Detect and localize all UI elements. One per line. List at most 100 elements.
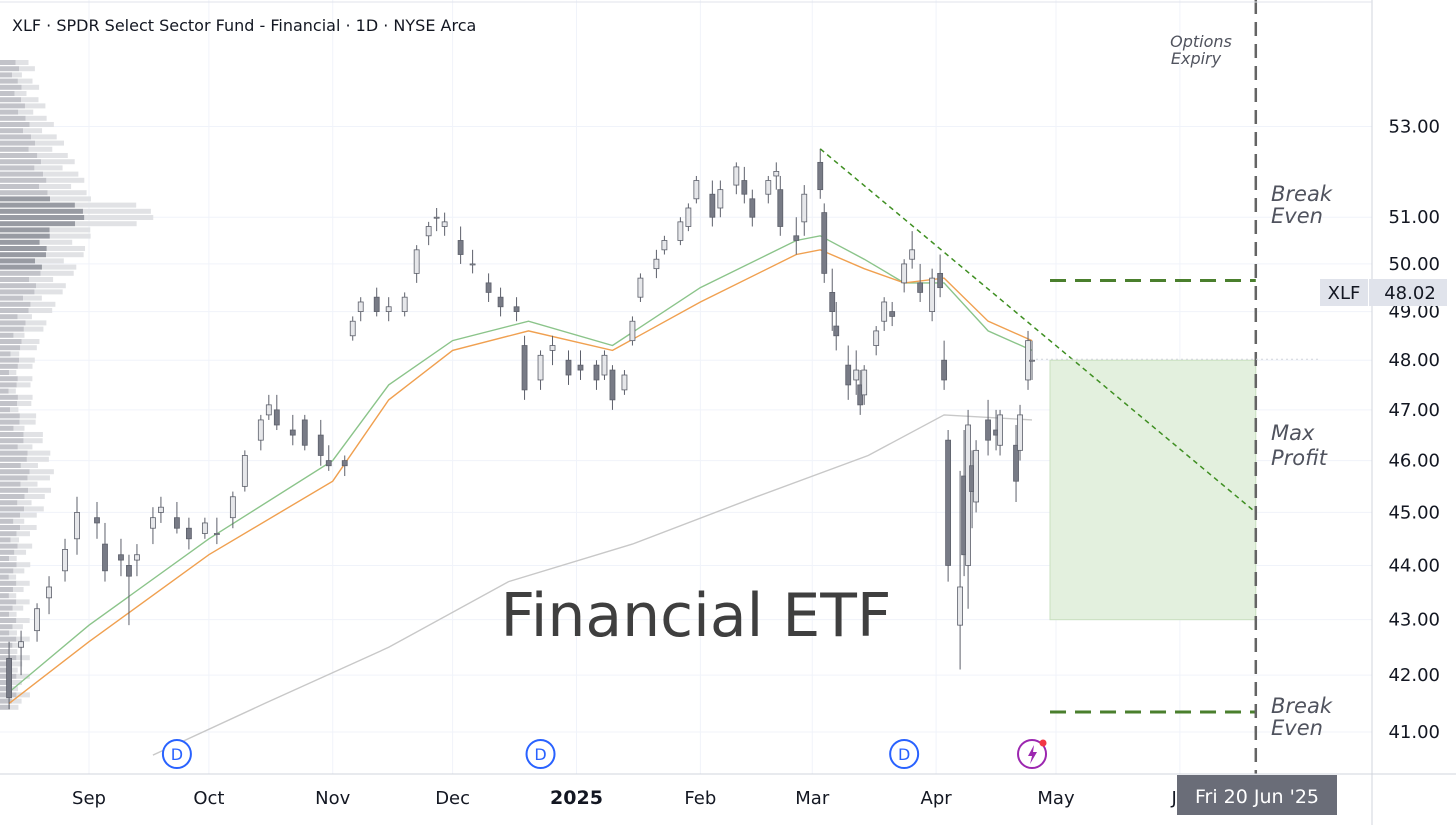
- volume-profile-bar: [0, 239, 40, 245]
- volume-profile-bar: [16, 580, 30, 586]
- volume-profile-bar: [0, 624, 13, 630]
- volume-profile-bar: [30, 301, 56, 307]
- volume-profile-bar: [20, 345, 37, 351]
- volume-profile-bar: [0, 438, 24, 444]
- volume-profile-bar: [0, 686, 10, 692]
- candle-body: [373, 296, 380, 312]
- volume-profile-bar: [0, 432, 24, 437]
- time-tick-label: Feb: [684, 788, 716, 809]
- volume-profile-bar: [26, 456, 49, 462]
- candle-body: [457, 240, 464, 255]
- volume-profile-bar: [0, 667, 10, 673]
- ticker-tag-text: XLF: [1328, 283, 1361, 304]
- price-tick-label: 50.00: [1388, 254, 1440, 275]
- volume-profile-bar: [0, 351, 11, 357]
- volume-profile-bar: [0, 562, 17, 568]
- candle-body: [777, 189, 784, 227]
- candle-body: [521, 345, 528, 391]
- volume-profile-bar: [19, 413, 37, 419]
- volume-profile-bar: [0, 208, 83, 214]
- candle-body: [741, 180, 748, 195]
- volume-profile-bar: [24, 103, 46, 109]
- resistance-trendline: [819, 148, 1257, 514]
- volume-profile-bar: [20, 481, 38, 487]
- volume-profile-bar: [17, 78, 33, 84]
- candle-body: [413, 249, 420, 274]
- volume-profile-bar: [12, 642, 23, 648]
- candle-body: [74, 512, 80, 540]
- volume-profile-bar: [12, 624, 23, 630]
- max-profit-zone: [1049, 359, 1257, 621]
- volume-profile-bar: [13, 518, 25, 524]
- dividend-letter: D: [171, 745, 183, 764]
- time-tick-label: May: [1037, 788, 1075, 809]
- volume-profile-bar: [10, 537, 20, 543]
- volume-profile-bar: [15, 60, 29, 65]
- candle-body: [677, 221, 684, 241]
- volume-profile-bar: [0, 78, 18, 84]
- volume-profile-bar: [39, 184, 72, 189]
- volume-profile-bar: [0, 611, 10, 617]
- volume-profile-bar: [23, 326, 44, 332]
- volume-profile-bar: [16, 692, 30, 698]
- candle-body: [126, 565, 132, 577]
- volume-profile: [0, 60, 154, 710]
- crosshair-date-label: Fri 20 Jun '25: [1177, 775, 1337, 815]
- volume-profile-bar: [0, 184, 40, 189]
- candle-body: [945, 439, 952, 566]
- dividend-icon: [889, 739, 920, 769]
- volume-profile-bar: [17, 314, 32, 320]
- candle-body: [901, 263, 908, 284]
- volume-profile-bar: [10, 351, 20, 357]
- candle-body: [273, 409, 280, 426]
- volume-profile-bar: [0, 339, 22, 344]
- volume-profile-bar: [0, 655, 17, 661]
- volume-profile-bar: [27, 475, 50, 481]
- volume-profile-bar: [0, 320, 26, 326]
- volume-profile-bar: [41, 264, 77, 270]
- ticker-tag-background: [1320, 279, 1368, 306]
- volume-profile-bar: [0, 376, 18, 382]
- volume-profile-bar: [31, 134, 57, 140]
- volume-profile-bar: [0, 246, 47, 251]
- volume-profile-bar: [23, 295, 42, 301]
- candle-body: [497, 296, 504, 308]
- volume-profile-bar: [34, 165, 63, 171]
- price-tick-label: 45.00: [1388, 502, 1440, 523]
- volume-profile-bar: [0, 543, 18, 549]
- candle-body: [829, 292, 836, 312]
- candle-body: [917, 282, 924, 293]
- volume-profile-bar: [21, 84, 40, 90]
- candle-body: [549, 345, 556, 351]
- price-tick-label: 51.00: [1388, 207, 1440, 228]
- volume-profile-bar: [0, 153, 38, 158]
- volume-profile-bar: [16, 618, 30, 623]
- candle-body: [6, 657, 12, 699]
- candle-body: [661, 240, 668, 251]
- candle-body: [158, 506, 164, 513]
- candle-body: [749, 198, 756, 218]
- volume-profile-bar: [25, 320, 47, 326]
- volume-profile-bar: [0, 704, 11, 710]
- volume-profile-bar: [12, 72, 22, 78]
- volume-profile-bar: [14, 91, 27, 96]
- volume-profile-bar: [0, 308, 29, 313]
- volume-profile-bar: [0, 159, 42, 165]
- candle-body: [357, 301, 364, 312]
- candle-body: [433, 216, 440, 219]
- candle-body: [765, 180, 772, 195]
- candle-body: [693, 180, 700, 200]
- candle-body: [1013, 444, 1019, 482]
- volume-profile-bar: [0, 109, 19, 115]
- candle-body: [621, 374, 628, 391]
- volume-profile-bar: [9, 649, 18, 654]
- volume-profile-bar: [10, 704, 19, 710]
- volume-profile-bar: [0, 91, 15, 96]
- volume-profile-bar: [0, 394, 18, 400]
- candle-body: [349, 320, 356, 337]
- candle-body: [985, 419, 991, 441]
- volume-profile-bar: [8, 593, 17, 599]
